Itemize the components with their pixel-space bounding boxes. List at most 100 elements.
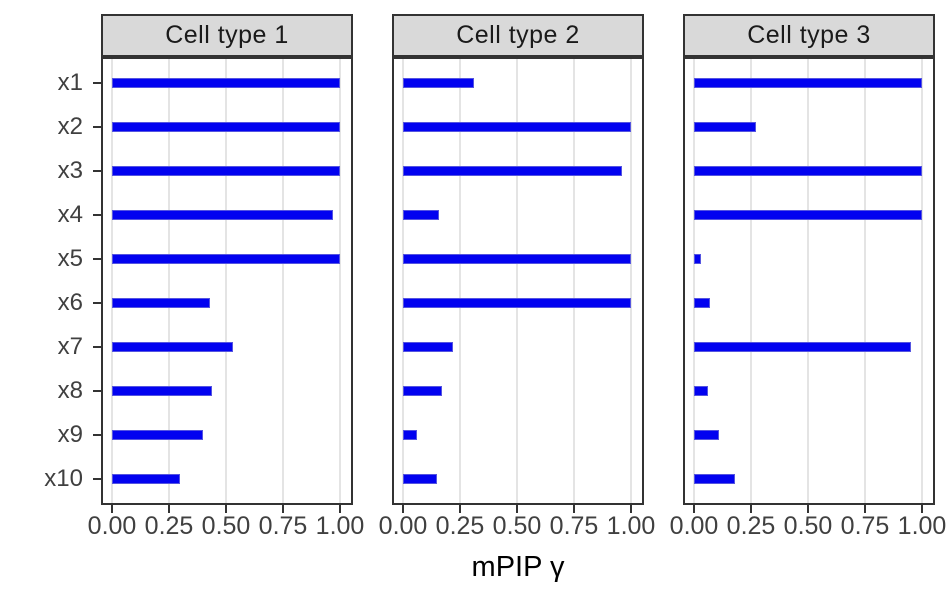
bar xyxy=(112,78,340,89)
y-tick-label: x1 xyxy=(57,69,83,97)
y-tick-label: x3 xyxy=(57,157,83,185)
x-tick-label: 0.00 xyxy=(669,512,719,540)
y-tick-label: x10 xyxy=(44,464,83,492)
bar xyxy=(694,473,736,484)
y-tick-label: x4 xyxy=(57,201,83,229)
y-axis-tick xyxy=(93,301,101,304)
bar xyxy=(403,78,474,89)
y-tick-label: x6 xyxy=(57,288,83,316)
x-tick-label: 1.00 xyxy=(315,512,365,540)
x-axis-tick xyxy=(459,505,461,513)
x-tick-label: 1.00 xyxy=(606,512,656,540)
y-axis-tick xyxy=(93,170,101,173)
bar xyxy=(694,297,710,308)
gridline xyxy=(111,59,113,503)
facet-strip-label: Cell type 1 xyxy=(165,21,289,49)
x-axis-title: mPIP γ xyxy=(471,551,565,583)
bar xyxy=(694,429,720,440)
bar xyxy=(112,297,211,308)
x-axis-tick xyxy=(516,505,518,513)
bar xyxy=(112,429,204,440)
bar xyxy=(694,78,922,89)
y-tick-label: x5 xyxy=(57,245,83,273)
bar xyxy=(112,210,334,221)
bar xyxy=(403,473,438,484)
y-axis-tick xyxy=(93,82,101,85)
x-tick-label: 0.25 xyxy=(144,512,194,540)
x-tick-label: 0.25 xyxy=(726,512,776,540)
y-tick-label: x9 xyxy=(57,420,83,448)
gridline xyxy=(459,59,461,503)
bar xyxy=(112,122,340,133)
facet-strip: Cell type 2 xyxy=(392,14,644,57)
gridline xyxy=(225,59,227,503)
bar xyxy=(403,166,622,177)
bar xyxy=(112,341,233,352)
bar xyxy=(403,429,417,440)
x-axis-tick xyxy=(573,505,575,513)
x-tick-label: 0.00 xyxy=(378,512,428,540)
bar xyxy=(694,254,701,265)
x-axis-tick xyxy=(111,505,113,513)
y-axis-tick xyxy=(93,433,101,436)
gridline xyxy=(168,59,170,503)
x-axis-tick xyxy=(807,505,809,513)
x-axis-tick xyxy=(282,505,284,513)
bar xyxy=(403,341,454,352)
x-tick-label: 0.50 xyxy=(783,512,833,540)
x-axis-tick xyxy=(921,505,923,513)
bar xyxy=(403,385,442,396)
x-axis-tick xyxy=(693,505,695,513)
x-tick-label: 0.75 xyxy=(840,512,890,540)
bar xyxy=(112,254,340,265)
panel xyxy=(683,57,935,505)
x-axis-tick xyxy=(168,505,170,513)
gridline xyxy=(750,59,752,503)
gridline xyxy=(402,59,404,503)
facet-strip: Cell type 1 xyxy=(101,14,353,57)
gridline xyxy=(921,59,923,503)
x-tick-label: 0.50 xyxy=(201,512,251,540)
x-tick-label: 0.25 xyxy=(435,512,485,540)
bar xyxy=(694,210,922,221)
x-tick-label: 0.75 xyxy=(258,512,308,540)
gridline xyxy=(282,59,284,503)
bar xyxy=(112,166,340,177)
x-tick-label: 1.00 xyxy=(897,512,947,540)
bar xyxy=(403,210,440,221)
bar xyxy=(694,122,756,133)
gridline xyxy=(864,59,866,503)
bar xyxy=(403,122,631,133)
facet-strip-label: Cell type 3 xyxy=(747,21,871,49)
y-tick-label: x8 xyxy=(57,376,83,404)
y-axis-tick xyxy=(93,389,101,392)
bar xyxy=(403,297,631,308)
y-axis-tick xyxy=(93,258,101,261)
facet-strip: Cell type 3 xyxy=(683,14,935,57)
x-tick-label: 0.75 xyxy=(549,512,599,540)
gridline xyxy=(630,59,632,503)
x-axis-tick xyxy=(864,505,866,513)
bar xyxy=(403,254,631,265)
panel xyxy=(101,57,353,505)
gridline xyxy=(693,59,695,503)
y-axis-tick xyxy=(93,345,101,348)
y-tick-label: x7 xyxy=(57,332,83,360)
panel xyxy=(392,57,644,505)
y-axis-tick xyxy=(93,126,101,129)
x-axis-tick xyxy=(750,505,752,513)
bar xyxy=(112,385,213,396)
bar xyxy=(694,341,911,352)
x-tick-label: 0.00 xyxy=(87,512,137,540)
facet-strip-label: Cell type 2 xyxy=(456,21,580,49)
y-axis-tick xyxy=(93,477,101,480)
x-axis-tick xyxy=(630,505,632,513)
x-tick-label: 0.50 xyxy=(492,512,542,540)
gridline xyxy=(339,59,341,503)
gridline xyxy=(573,59,575,503)
bar xyxy=(694,385,708,396)
gridline xyxy=(807,59,809,503)
x-axis-tick xyxy=(402,505,404,513)
y-axis-tick xyxy=(93,214,101,217)
